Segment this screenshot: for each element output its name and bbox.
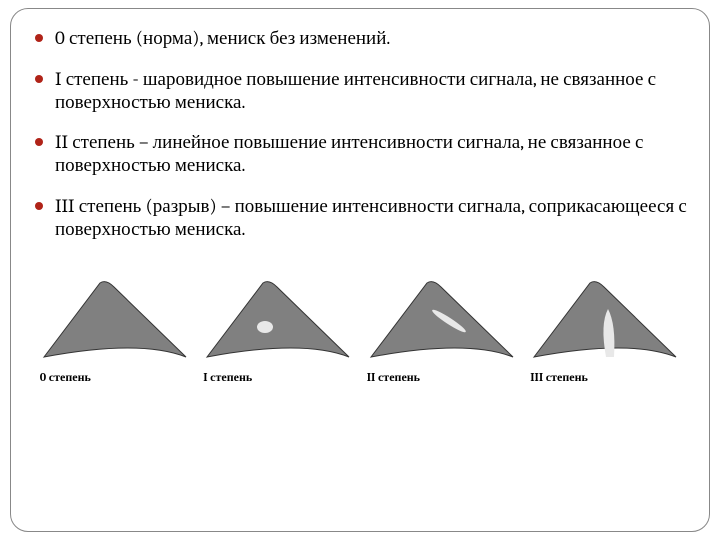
bullet-item: III степень (разрыв) – повышение интенси…: [33, 195, 687, 241]
figure-label: III степень: [530, 370, 588, 385]
figure-label: 0 степень: [40, 370, 91, 385]
bullet-list: 0 степень (норма), мениск без изменений.…: [33, 27, 687, 241]
figure-row: 0 степень I степень II степень III степе…: [33, 269, 687, 385]
lesion-globular: [257, 321, 273, 333]
bullet-item: I степень - шаровидное повышение интенси…: [33, 68, 687, 114]
bullet-item: II степень – линейное повышение интенсив…: [33, 131, 687, 177]
meniscus-grade-0-icon: [40, 269, 190, 364]
meniscus-grade-3-icon: [530, 269, 680, 364]
figure-grade-0: 0 степень: [40, 269, 190, 385]
meniscus-grade-2-icon: [367, 269, 517, 364]
figure-label: II степень: [367, 370, 420, 385]
slide-frame: 0 степень (норма), мениск без изменений.…: [10, 8, 710, 532]
figure-grade-2: II степень: [367, 269, 517, 385]
meniscus-grade-1-icon: [203, 269, 353, 364]
figure-grade-1: I степень: [203, 269, 353, 385]
figure-label: I степень: [203, 370, 252, 385]
bullet-item: 0 степень (норма), мениск без изменений.: [33, 27, 687, 50]
figure-grade-3: III степень: [530, 269, 680, 385]
meniscus-shape: [207, 281, 349, 356]
meniscus-shape: [44, 281, 186, 356]
